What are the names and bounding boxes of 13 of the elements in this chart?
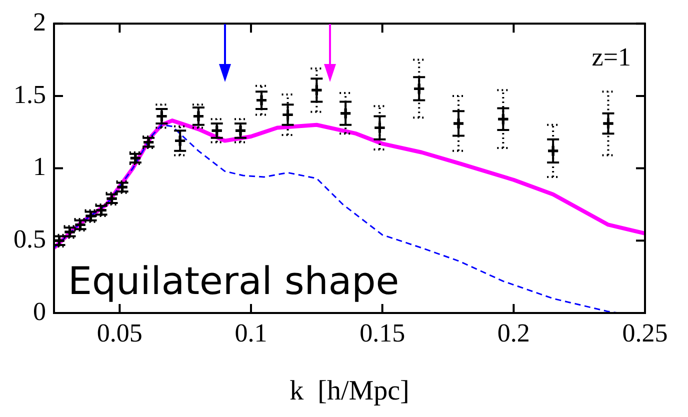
x-tick-label: 0.25 xyxy=(622,318,668,348)
x-tick-label: 0.1 xyxy=(234,318,268,348)
y-tick-label: 0.5 xyxy=(14,224,46,254)
y-tick-label: 2 xyxy=(33,7,46,36)
x-tick-label: 0.15 xyxy=(360,318,406,348)
x-tick-label: 0.05 xyxy=(96,318,142,348)
x-axis-title: k [h/Mpc] xyxy=(290,376,410,407)
y-tick-label: 1 xyxy=(33,152,46,182)
annotation: Equilateral shape xyxy=(68,258,400,303)
y-tick-label: 1.5 xyxy=(14,80,46,109)
annotation: z=1 xyxy=(592,42,631,72)
y-tick-label: 0 xyxy=(33,296,46,326)
x-tick-label: 0.2 xyxy=(497,318,530,348)
